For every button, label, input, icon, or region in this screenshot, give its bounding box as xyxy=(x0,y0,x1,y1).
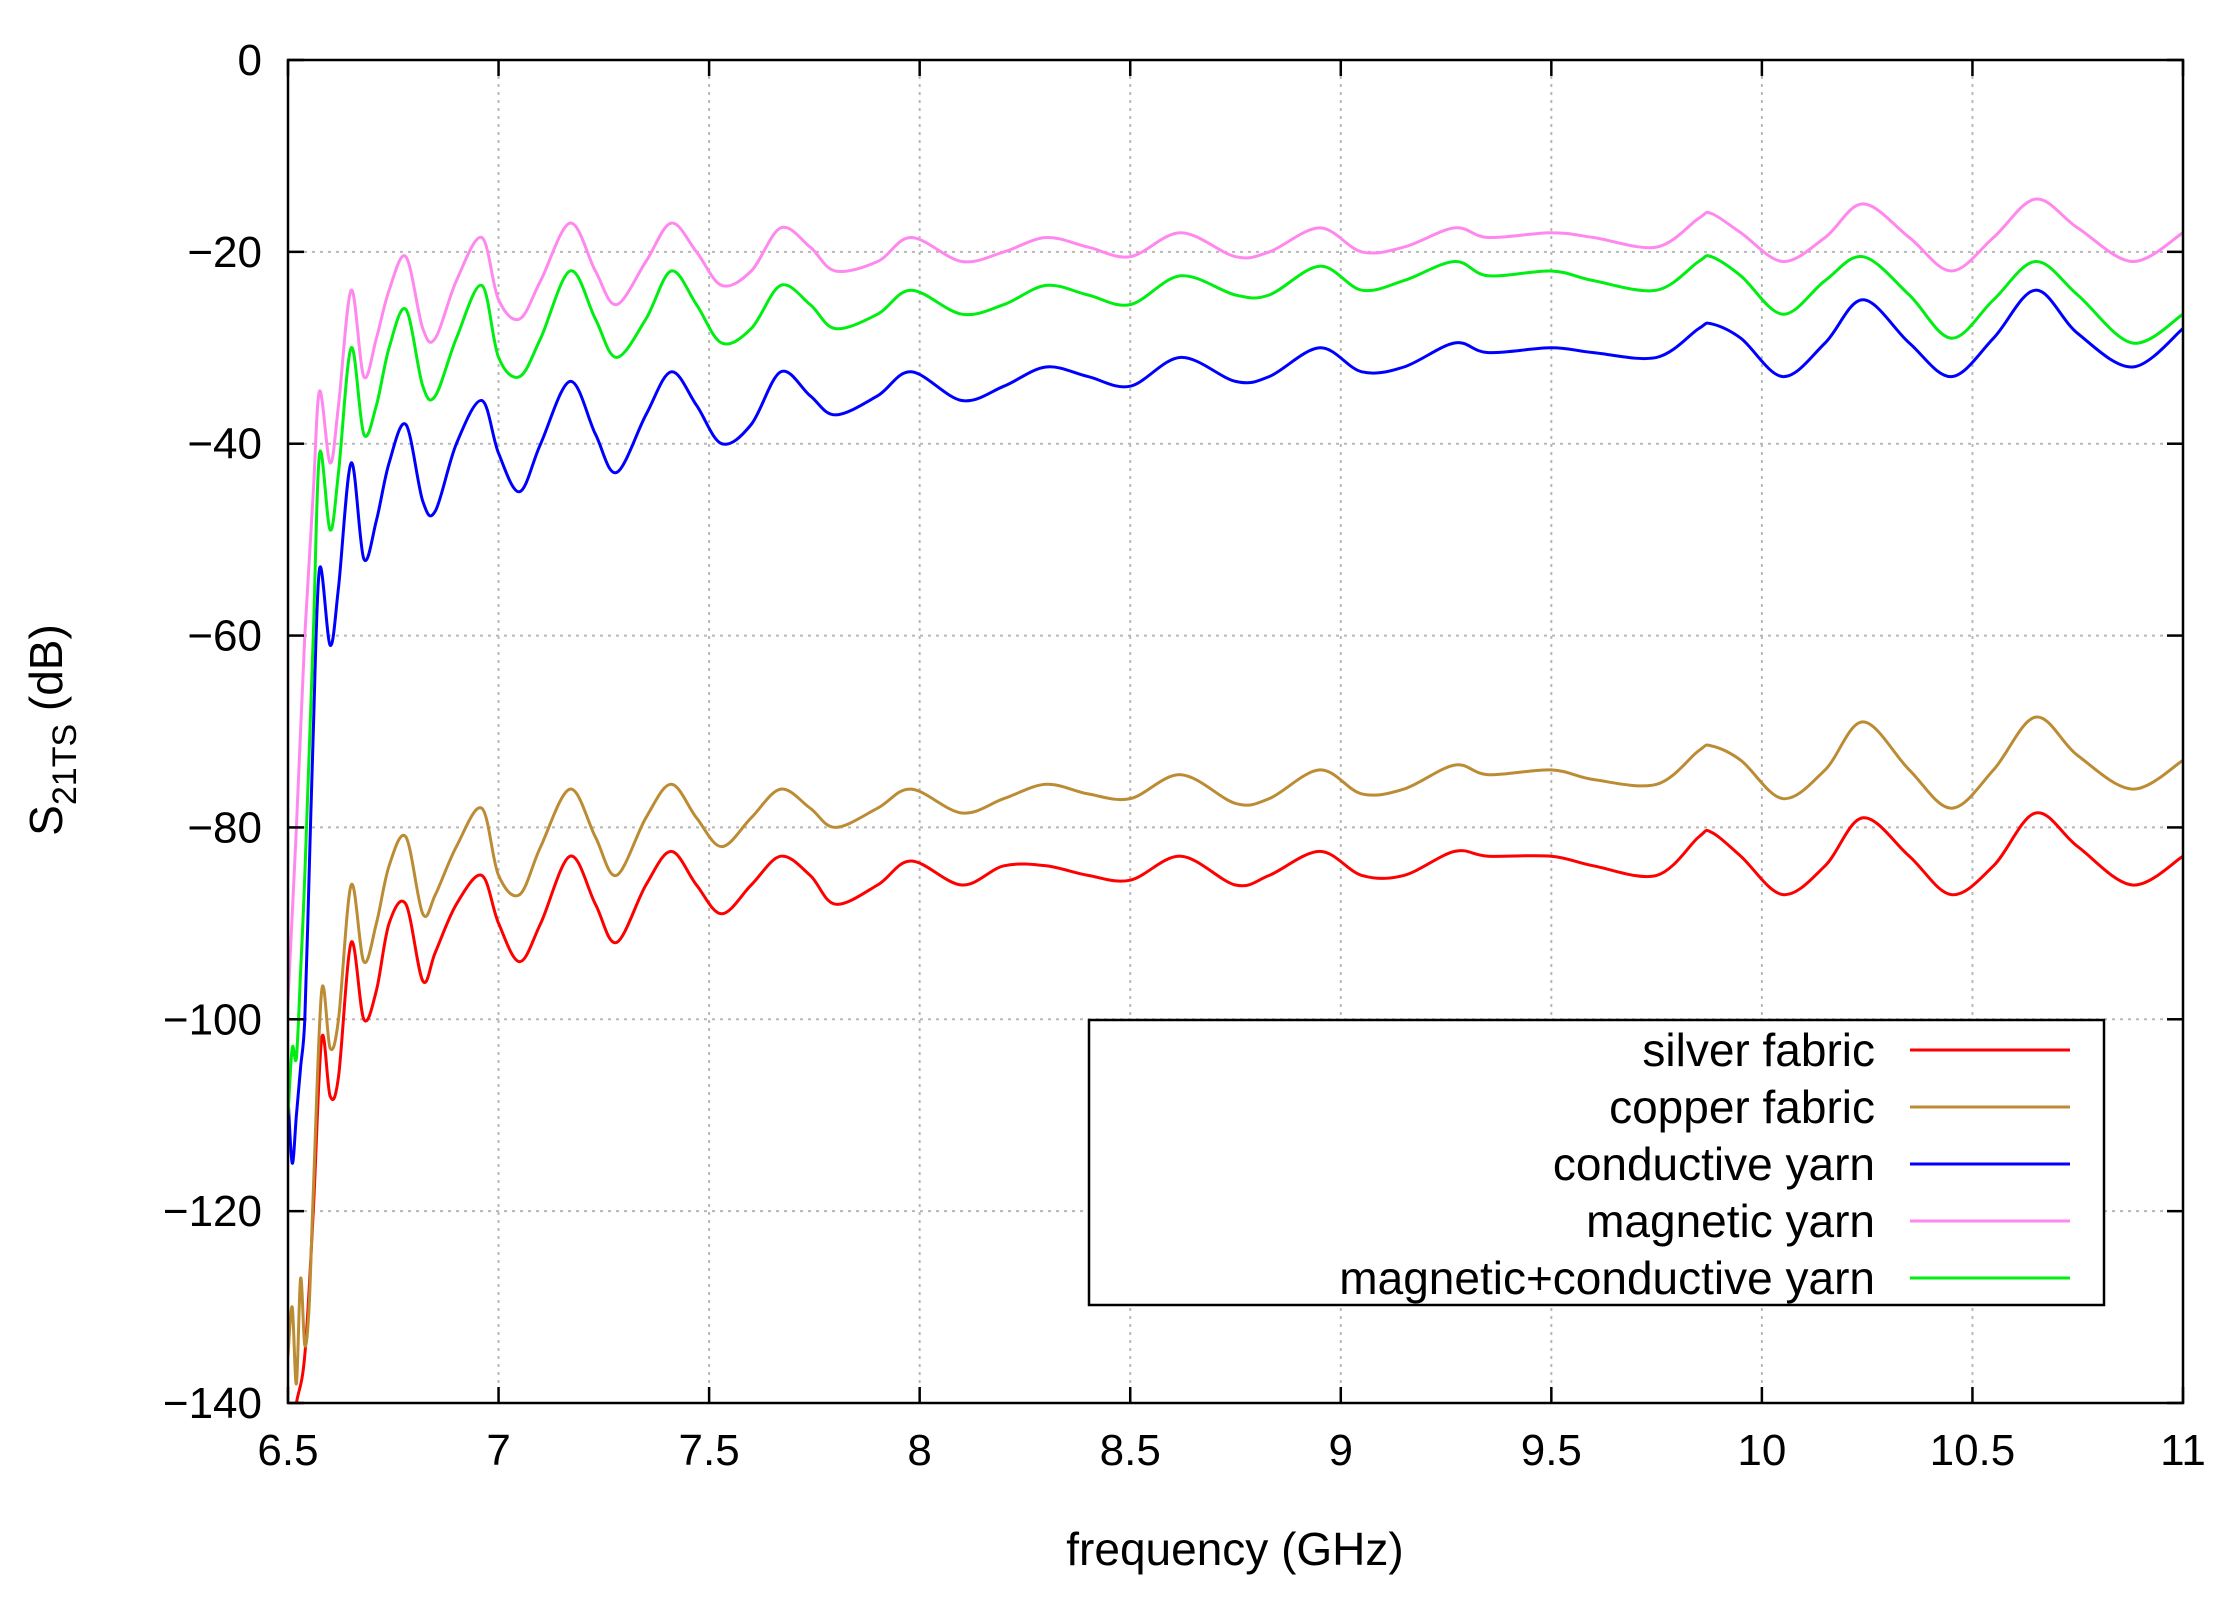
y-axis-title-subscript: 21TS xyxy=(46,724,84,805)
x-tick-label: 7.5 xyxy=(679,1426,740,1475)
x-tick-label: 8 xyxy=(907,1426,931,1475)
x-tick-label: 9.5 xyxy=(1521,1426,1582,1475)
y-axis-title-unit: (dB) xyxy=(20,624,72,724)
tick-labels: 6.5 7 7.5 8 8.5 9 9.5 10 10.5 11 0 −20 −40 −60 −80 −100… xyxy=(163,36,2206,1475)
x-tick-label: 10 xyxy=(1737,1426,1786,1475)
y-tick-label: −60 xyxy=(187,612,262,661)
x-tick-label: 6.5 xyxy=(257,1426,318,1475)
x-axis-title: frequency (GHz) xyxy=(1066,1523,1403,1575)
legend-label-copper-fabric: copper fabric xyxy=(1609,1081,1875,1133)
series-line-magnetic-yarn xyxy=(288,197,2183,1002)
y-axis-title: S21TS (dB) xyxy=(20,624,84,836)
x-tick-label: 9 xyxy=(1329,1426,1353,1475)
y-axis-title-main: S xyxy=(20,805,72,836)
y-tick-label: −100 xyxy=(163,995,262,1044)
y-tick-label: −40 xyxy=(187,420,262,469)
series-line-copper-fabric xyxy=(288,715,2183,1386)
y-tick-label: −20 xyxy=(187,228,262,277)
legend-label-magnetic-yarn: magnetic yarn xyxy=(1586,1195,1875,1247)
x-tick-label: 11 xyxy=(2160,1426,2206,1475)
series-layer xyxy=(288,197,2183,1403)
y-tick-label: −80 xyxy=(187,803,262,852)
x-tick-label: 7 xyxy=(486,1426,510,1475)
plot-frame xyxy=(286,58,2185,1405)
legend-label-magnetic-conductive-yarn: magnetic+conductive yarn xyxy=(1339,1252,1875,1304)
legend-label-conductive-yarn: conductive yarn xyxy=(1553,1138,1875,1190)
series-line-magnetic-conductive-yarn xyxy=(288,254,2183,1117)
x-tick-label: 8.5 xyxy=(1100,1426,1161,1475)
series-line-conductive-yarn xyxy=(288,288,2183,1165)
y-tick-label: −140 xyxy=(163,1379,262,1428)
series-line-silver-fabric xyxy=(294,811,2183,1403)
x-tick-label: 10.5 xyxy=(1930,1426,2016,1475)
ticks xyxy=(286,58,2185,1405)
y-tick-label: −120 xyxy=(163,1187,262,1236)
legend-label-silver-fabric: silver fabric xyxy=(1642,1024,1875,1076)
y-tick-label: 0 xyxy=(238,36,262,85)
